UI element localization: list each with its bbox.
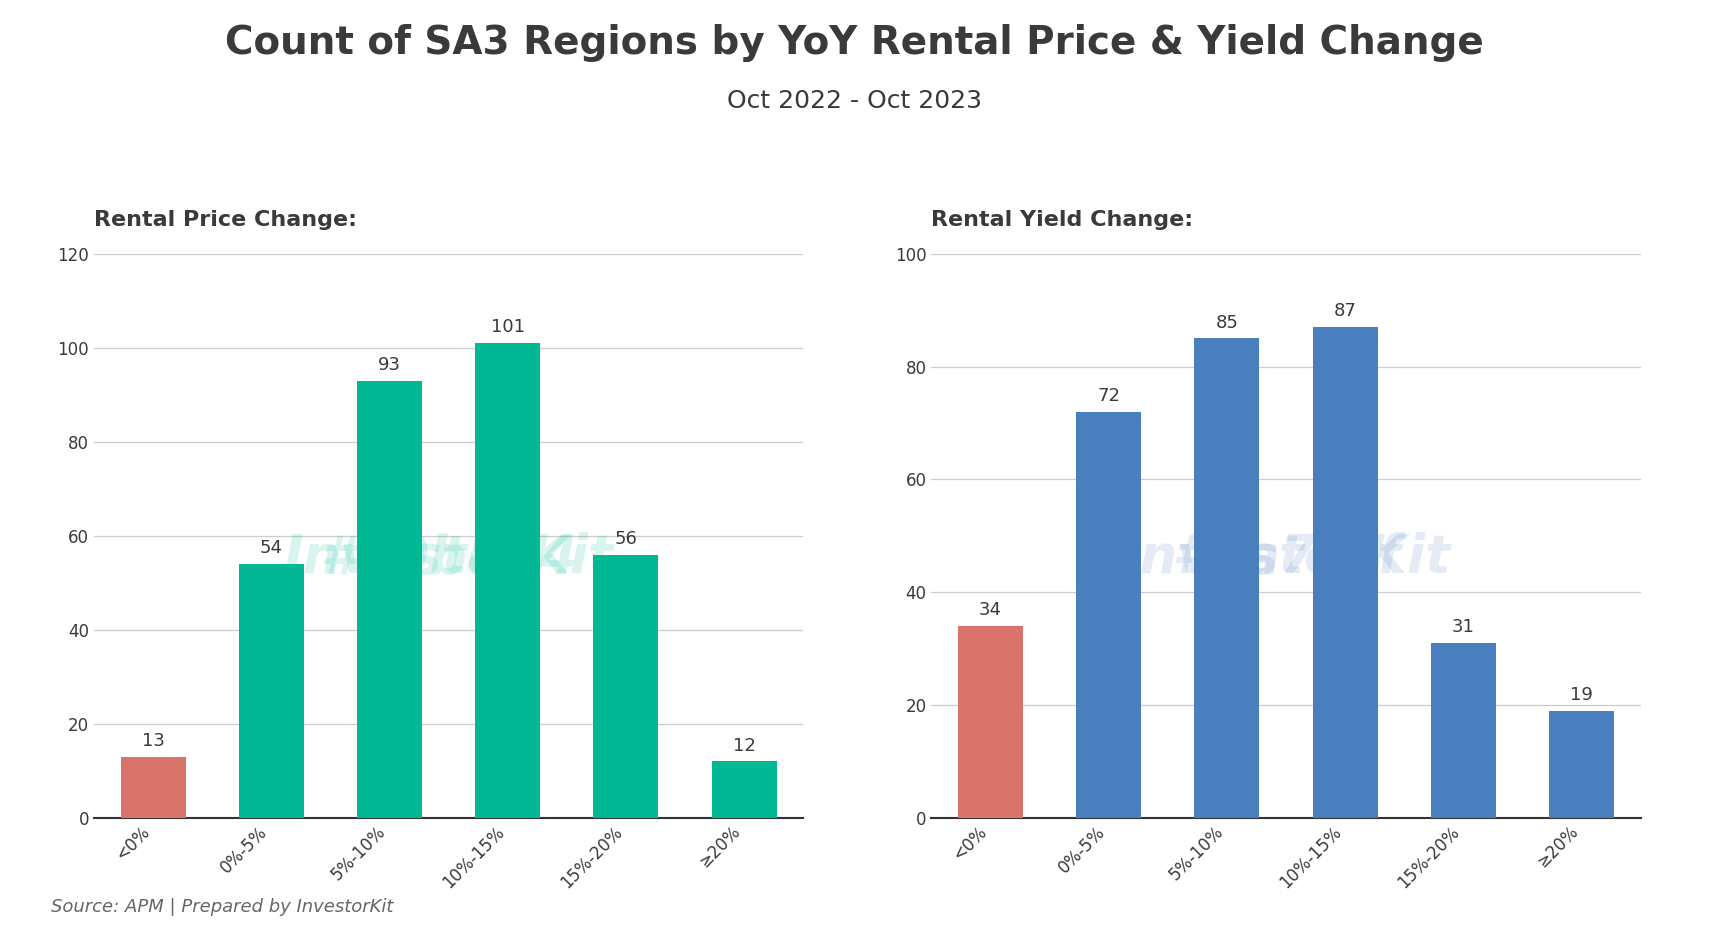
Text: 85: 85 <box>1215 314 1239 332</box>
Bar <box>711 761 776 818</box>
Bar <box>1548 711 1613 818</box>
Text: InvestorKit: InvestorKit <box>284 532 614 585</box>
Text: Oct 2022 - Oct 2023: Oct 2022 - Oct 2023 <box>726 89 983 114</box>
Bar <box>593 555 658 818</box>
Text: InvestorKit: InvestorKit <box>1121 532 1451 585</box>
Bar <box>1195 338 1260 818</box>
Text: 34: 34 <box>979 602 1001 619</box>
Text: 87: 87 <box>1333 303 1357 321</box>
Bar <box>357 381 422 818</box>
Bar <box>1077 412 1142 818</box>
Bar <box>121 757 186 818</box>
Text: Source: APM | Prepared by InvestorKit: Source: APM | Prepared by InvestorKit <box>51 899 393 916</box>
Text: 13: 13 <box>142 732 164 750</box>
Text: 19: 19 <box>1571 686 1593 704</box>
Text: 12: 12 <box>733 737 755 755</box>
Bar <box>1313 327 1377 818</box>
Bar <box>239 564 304 818</box>
Text: 31: 31 <box>1453 619 1475 636</box>
Text: 56: 56 <box>615 530 637 548</box>
Text: 93: 93 <box>378 356 402 374</box>
Text: Count of SA3 Regions by YoY Rental Price & Yield Change: Count of SA3 Regions by YoY Rental Price… <box>226 24 1483 61</box>
Text: #4a7fbf: #4a7fbf <box>1171 532 1401 585</box>
Bar <box>959 626 1024 818</box>
Text: #00b894: #00b894 <box>320 532 578 585</box>
Bar <box>475 343 540 818</box>
Text: 54: 54 <box>260 540 282 557</box>
Bar <box>1430 643 1495 818</box>
Text: 72: 72 <box>1097 387 1119 405</box>
Text: Rental Yield Change:: Rental Yield Change: <box>931 211 1193 230</box>
Text: 101: 101 <box>490 319 525 337</box>
Text: Rental Price Change:: Rental Price Change: <box>94 211 357 230</box>
